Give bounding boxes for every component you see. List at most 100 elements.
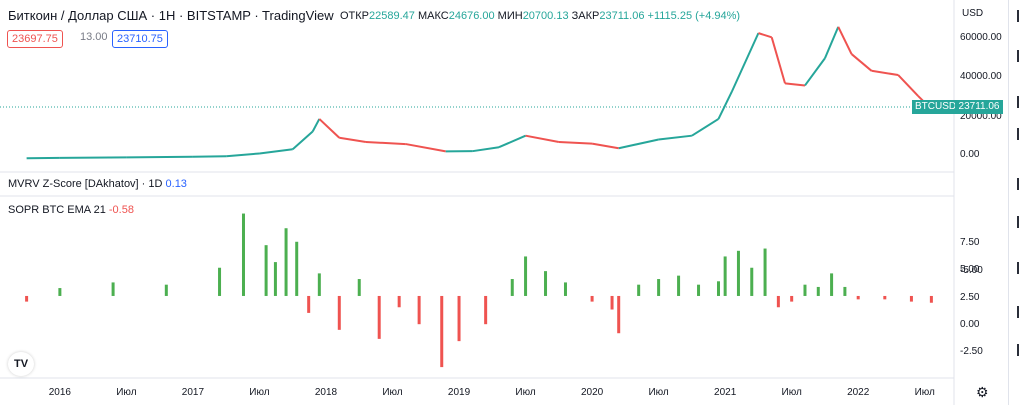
price-axis[interactable]: USD 60000.00 40000.00 20000.00 0.00 7.50… [954, 0, 1004, 405]
sopr-bar [590, 295, 594, 302]
toolbar-icon[interactable] [1017, 178, 1024, 190]
sopr-tick: -2.50 [960, 346, 983, 357]
sopr-bar [397, 295, 401, 308]
chart-header: Биткоин / Доллар США · 1H · BITSTAMP · T… [0, 0, 960, 52]
close-value: 23711.06 [599, 10, 645, 22]
sopr-bar [637, 284, 641, 296]
sopr-bar [657, 279, 661, 296]
price-segment [591, 142, 619, 150]
last-price-badge: 23711.06 [955, 100, 1003, 114]
price-segment [405, 143, 446, 153]
ohlc-readout: ОТКР22589.47 МАКС24676.00 МИН20700.13 ЗА… [340, 10, 740, 22]
price-tick: 0.00 [960, 149, 980, 160]
sopr-bar [617, 295, 621, 334]
price-segment [717, 91, 733, 120]
sopr-legend[interactable]: SOPR BTC EMA 21 -0.58 [8, 204, 134, 216]
price-segment [897, 74, 919, 97]
toolbar-icon[interactable] [1017, 344, 1024, 356]
sopr-bar [218, 267, 222, 296]
time-tick: Июл [515, 387, 536, 398]
currency-label[interactable]: USD [962, 8, 984, 19]
sopr-bar [524, 256, 528, 296]
price-segment [126, 155, 193, 159]
price-segment [525, 134, 560, 143]
sopr-bar [697, 284, 701, 296]
sopr-bar [307, 295, 311, 313]
sopr-bar [544, 271, 548, 296]
sopr-bar [273, 262, 277, 296]
sopr-bar [816, 286, 820, 296]
sopr-bar [843, 286, 847, 296]
sopr-bar [241, 213, 245, 296]
price-segment [691, 118, 720, 137]
time-tick: 2022 [847, 387, 870, 398]
price-segment [837, 26, 853, 55]
time-tick: Июл [914, 387, 935, 398]
price-tick: 60000.00 [960, 32, 1002, 43]
price-segment [758, 32, 773, 39]
sopr-bar [484, 295, 488, 325]
tradingview-logo-icon[interactable]: TV [8, 352, 34, 376]
sopr-bar [856, 295, 860, 300]
price-segment [498, 134, 526, 149]
sopr-bar [776, 295, 780, 308]
high-label: МАКС [417, 10, 449, 22]
sopr-tick: 2.50 [960, 292, 980, 303]
change-value: +1115.25 (+4.94%) [647, 10, 741, 22]
time-tick: 2017 [181, 387, 205, 398]
time-axis[interactable]: 2016 Июл 2017 Июл 2018 Июл 2019 Июл 2020 Июл 2021 И… [0, 378, 954, 405]
sopr-bar [510, 279, 514, 296]
sopr-bar [677, 275, 681, 296]
price-segment [226, 152, 260, 158]
price-tick: 20000.00 [960, 111, 1002, 122]
price-segment [730, 32, 760, 93]
toolbar-icon[interactable] [1017, 216, 1024, 228]
time-tick: 2016 [48, 387, 71, 398]
sopr-bar [929, 295, 933, 303]
sopr-bar [457, 295, 461, 342]
sopr-tick: 0.00 [960, 319, 980, 330]
low-label: МИН [497, 10, 523, 22]
ask-price[interactable]: 23710.75 [112, 30, 168, 48]
sopr-bar [337, 295, 341, 330]
high-value: 24676.00 [448, 10, 495, 22]
time-tick: 2018 [314, 387, 338, 398]
toolbar-icon[interactable] [1017, 50, 1024, 62]
mvrv-legend[interactable]: MVRV Z-Score [DAkhatov] · 1D 0.13 [8, 178, 187, 190]
close-label: ЗАКР [571, 10, 600, 22]
sopr-bar [723, 256, 727, 296]
price-segment [824, 26, 840, 59]
mvrv-legend-value: 0.13 [165, 178, 187, 190]
toolbar-icon[interactable] [1017, 128, 1024, 140]
sopr-bar [111, 282, 115, 296]
low-value: 20700.13 [522, 10, 569, 22]
time-tick: Июл [382, 387, 403, 398]
sopr-bar [357, 279, 361, 296]
open-value: 22589.47 [369, 10, 415, 22]
bid-price[interactable]: 23697.75 [7, 30, 63, 48]
toolbar-icon[interactable] [1017, 306, 1024, 318]
sopr-bar [164, 284, 168, 296]
time-tick: 2019 [447, 387, 471, 398]
toolbar-icon[interactable] [1017, 10, 1024, 22]
sopr-bar [763, 248, 767, 296]
time-tick: Июл [116, 387, 137, 398]
toolbar-icon[interactable] [1017, 262, 1024, 274]
time-tick: 2020 [580, 387, 604, 398]
sopr-bar [377, 295, 381, 339]
price-segment [259, 148, 293, 155]
price-segment [770, 37, 786, 84]
toolbar-icon[interactable] [1017, 96, 1024, 108]
symbol-title[interactable]: Биткоин / Доллар США · 1H · BITSTAMP · T… [8, 8, 334, 23]
sopr-tick: 7.50 [960, 237, 980, 248]
time-tick: 2021 [714, 387, 737, 398]
price-segment [318, 118, 340, 139]
right-toolbar [1008, 0, 1024, 405]
symbol-price-label: BTCUSD [912, 100, 960, 114]
sopr-legend-value: -0.58 [108, 204, 134, 216]
sopr-bar [736, 250, 740, 296]
sopr-bar [563, 282, 567, 296]
settings-gear-icon[interactable]: ⚙ [976, 384, 989, 400]
sopr-tick-hidden: -5.00 [960, 265, 983, 276]
